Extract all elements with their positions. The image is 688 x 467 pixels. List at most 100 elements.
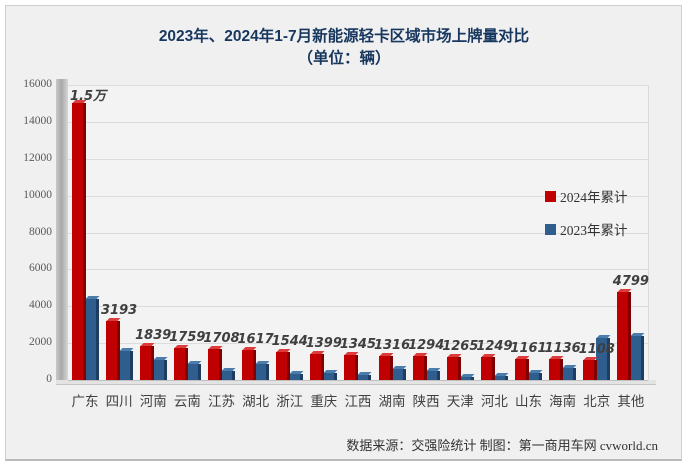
bar-2023-山东: [528, 369, 543, 380]
bar-2024-河南: [139, 343, 155, 380]
bar-cap: [187, 360, 202, 364]
bar-2023-浙江: [289, 371, 304, 380]
bar-2023-河北: [493, 372, 509, 380]
bar-cap: [549, 356, 564, 360]
legend-swatch-2024: [545, 190, 556, 202]
value-label-2024-重庆: 1399: [305, 336, 342, 352]
bar-cap: [617, 288, 632, 292]
gridline-0: [68, 380, 648, 381]
bar-2023-湖北: [255, 361, 270, 380]
bar-2024-广东: [71, 100, 86, 380]
bar-cap: [596, 334, 611, 338]
y-tick-label-6000: 6000: [29, 262, 52, 275]
gridline-4000: [68, 306, 648, 308]
value-label-2024-云南: 1759: [169, 329, 206, 345]
bar-cap: [528, 369, 543, 373]
value-label-2024-四川: 3193: [101, 303, 138, 319]
value-label-2024-河北: 1249: [476, 338, 513, 354]
bar-2023-天津: [459, 373, 475, 380]
bar-2024-河北: [480, 353, 496, 380]
gridline-16000: [68, 85, 648, 86]
gridline-14000: [68, 121, 648, 123]
bar-cap: [357, 372, 372, 376]
bar-2023-海南: [562, 365, 577, 380]
bar-2024-浙江: [276, 348, 291, 380]
legend-item-2024: 2024年累计: [545, 186, 628, 206]
x-tick-label-重庆: 重庆: [310, 394, 338, 409]
bar-2024-陕西: [412, 353, 428, 380]
value-label-2024-北京: 1108: [578, 341, 615, 357]
bar-2024-四川: [105, 318, 121, 380]
y-tick-label-8000: 8000: [29, 225, 52, 238]
bar-2024-重庆: [310, 351, 325, 380]
bar-2023-湖南: [391, 365, 407, 380]
bar-cap: [119, 348, 134, 352]
legend-label-2023: 2023年累计: [560, 223, 628, 238]
bar-2023-广东: [84, 295, 99, 380]
x-tick-label-湖南: 湖南: [378, 394, 406, 409]
bar-2024-海南: [549, 356, 564, 380]
value-label-2024-其他: 4799: [612, 273, 649, 289]
bar-2023-河南: [152, 357, 168, 380]
bar-cap: [255, 361, 270, 365]
bar-2023-北京: [596, 334, 611, 380]
x-tick-label-海南: 海南: [549, 394, 577, 409]
bar-cap: [583, 356, 598, 360]
x-tick-label-广东: 广东: [71, 394, 99, 409]
bar-2023-云南: [186, 360, 202, 380]
bar-2024-天津: [446, 353, 462, 380]
legend-swatch-2023: [545, 223, 556, 235]
bar-2024-云南: [173, 344, 189, 380]
value-label-2024-天津: 1265: [442, 338, 479, 354]
gridline-2000: [68, 343, 648, 345]
chart-title-line2: （单位：辆）: [297, 50, 391, 67]
y-tick-label-4000: 4000: [29, 299, 52, 312]
bar-cap: [310, 351, 325, 355]
x-tick-label-湖北: 湖北: [242, 394, 270, 409]
bar-cap: [460, 373, 475, 377]
gridline-12000: [68, 158, 648, 160]
x-tick-label-山东: 山东: [515, 394, 543, 409]
legend-label-2024: 2024年累计: [560, 190, 628, 205]
bar-2024-江西: [344, 352, 359, 380]
bar-2023-四川: [118, 348, 134, 380]
y-tick-label-10000: 10000: [23, 188, 52, 201]
value-label-2024-河南: 1839: [135, 328, 172, 344]
x-tick-label-浙江: 浙江: [276, 394, 304, 409]
x-tick-label-其他: 其他: [617, 394, 645, 409]
bar-cap: [242, 347, 257, 351]
bar-cap: [447, 353, 462, 357]
x-tick-label-陕西: 陕西: [412, 394, 440, 409]
x-tick-label-江西: 江西: [344, 394, 372, 409]
value-label-2024-陕西: 1294: [408, 338, 445, 354]
bar-cap: [392, 365, 407, 369]
bar-cap: [481, 353, 496, 357]
gridline-10000: [68, 195, 648, 197]
gridline-8000: [68, 232, 648, 234]
bar-2023-陕西: [425, 368, 441, 380]
y-tick-label-16000: 16000: [23, 78, 52, 90]
bar-2024-湖南: [378, 352, 394, 380]
bar-cap: [562, 365, 577, 369]
bar-2024-山东: [515, 355, 530, 380]
value-label-2024-江西: 1345: [339, 337, 377, 353]
bar-cap: [426, 368, 441, 372]
plot-area: 1.5万 3193 1839 1759 1708 1617 1544 1399 1345 1316…: [68, 85, 649, 381]
bar-cap: [85, 295, 99, 299]
bar-cap: [140, 343, 155, 347]
value-label-2024-广东: 1.5万: [69, 89, 107, 105]
bar-cap: [379, 352, 394, 356]
value-label-2024-海南: 1136: [544, 341, 581, 357]
bar-2024-其他: [617, 288, 632, 380]
y-tick-label-0: 0: [46, 373, 52, 385]
x-tick-label-天津: 天津: [446, 394, 474, 409]
bar-2024-江苏: [207, 345, 223, 380]
axis-3d-floor: [56, 380, 656, 385]
axis-3d-wall: [56, 79, 68, 384]
bar-cap: [221, 367, 236, 371]
bar-cap: [153, 357, 168, 361]
bar-2023-江苏: [220, 367, 236, 380]
value-label-2024-山东: 1161: [510, 340, 547, 356]
bar-cap: [630, 333, 645, 337]
